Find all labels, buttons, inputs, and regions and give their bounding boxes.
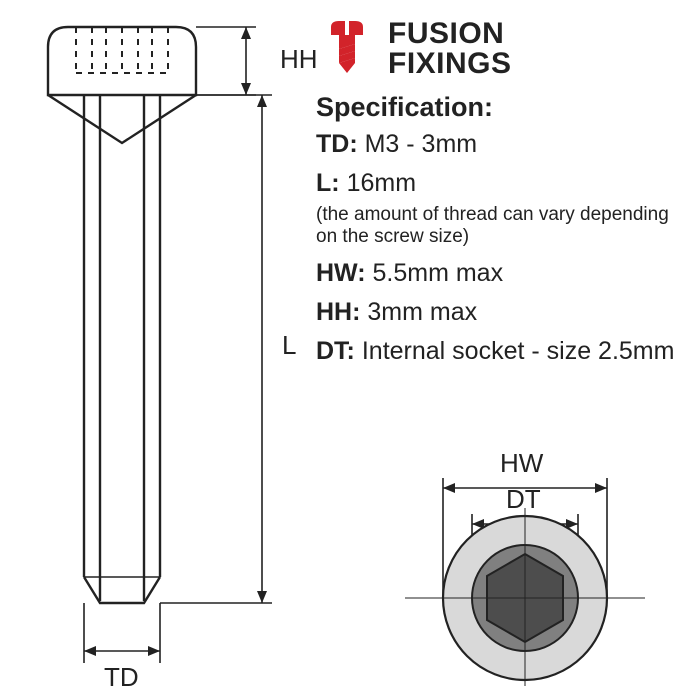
spec-val-l: 16mm xyxy=(347,169,416,197)
spec-row-td: TD: M3 - 3mm xyxy=(316,129,676,160)
label-dt: DT xyxy=(506,484,541,515)
spec-row-dt: DT: Internal socket - size 2.5mm xyxy=(316,336,676,367)
spec-val-td: M3 - 3mm xyxy=(365,130,478,158)
brand-logo: FUSION FIXINGS xyxy=(316,18,512,80)
spec-row-l: L: 16mm xyxy=(316,168,676,199)
page-root: HH L TD FUSION FIXINGS Specificati xyxy=(0,0,700,700)
spec-key-hw: HW: xyxy=(316,259,366,287)
specification-block: Specification: TD: M3 - 3mm L: 16mm (the… xyxy=(316,92,676,375)
label-hw: HW xyxy=(500,448,543,479)
spec-row-hw: HW: 5.5mm max xyxy=(316,258,676,289)
spec-note-l: (the amount of thread can vary depending… xyxy=(316,204,676,248)
spec-key-dt: DT: xyxy=(316,337,355,365)
spec-val-hh: 3mm max xyxy=(367,298,477,326)
spec-key-td: TD: xyxy=(316,130,358,158)
screw-icon xyxy=(316,18,378,80)
label-l: L xyxy=(282,330,296,361)
label-hh: HH xyxy=(280,44,318,75)
spec-title: Specification: xyxy=(316,92,676,123)
logo-line-2: FIXINGS xyxy=(388,49,512,79)
label-td: TD xyxy=(104,662,139,693)
logo-text: FUSION FIXINGS xyxy=(388,19,512,79)
spec-row-hh: HH: 3mm max xyxy=(316,297,676,328)
spec-val-hw: 5.5mm max xyxy=(372,259,503,287)
spec-key-l: L: xyxy=(316,169,340,197)
screw-side-view xyxy=(28,25,298,685)
spec-key-hh: HH: xyxy=(316,298,360,326)
spec-val-dt: Internal socket - size 2.5mm xyxy=(362,337,675,365)
logo-line-1: FUSION xyxy=(388,19,512,49)
